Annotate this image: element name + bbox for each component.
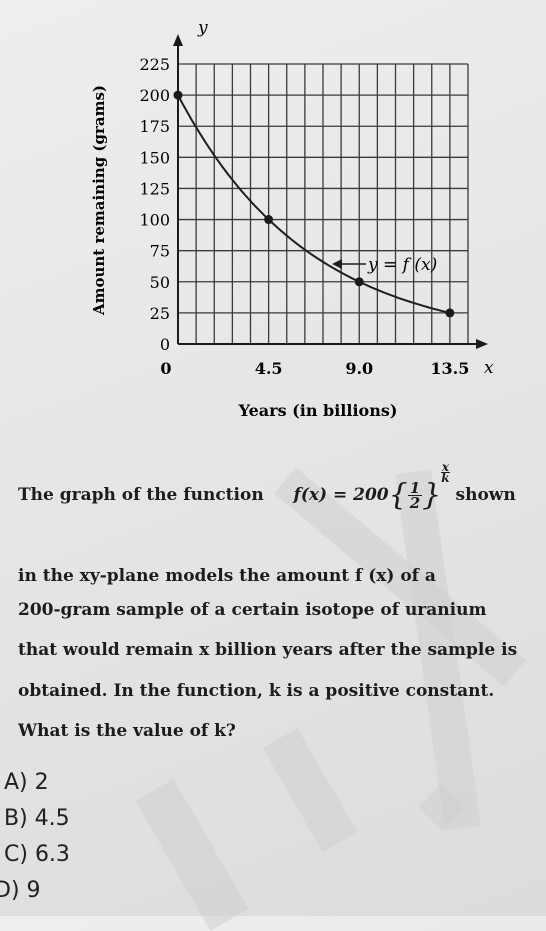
curve-annotation: y = f (x): [367, 255, 437, 275]
option-d[interactable]: D) 9: [0, 878, 41, 903]
annotation-arrow-head: [332, 259, 342, 269]
y-tick-label: 225: [139, 55, 170, 74]
question-line-6: What is the value of k?: [18, 721, 236, 741]
x-axis-arrow: [476, 339, 488, 349]
function-formula: f(x) = 200{1 2} x k: [293, 460, 450, 513]
option-b[interactable]: B) 4.5: [4, 806, 70, 831]
y-axis-arrow: [173, 34, 183, 46]
data-point: [173, 90, 183, 100]
option-c[interactable]: C) 6.3: [4, 842, 70, 867]
question-line-3: 200-gram sample of a certain isotope of …: [18, 600, 487, 620]
y-tick-label: 200: [139, 86, 170, 105]
data-point: [445, 308, 455, 318]
data-point: [354, 277, 364, 287]
x-axis-label: Years (in billions): [238, 401, 398, 420]
decay-chart: 0 25 50 75 100 125 150 175 200 225 0 4.5 9.0 13.5 y x…: [90, 18, 494, 420]
x-tick-label: 13.5: [430, 359, 469, 378]
x-tick-label: 9.0: [345, 359, 373, 378]
y-tick-label: 25: [150, 304, 170, 323]
y-tick-label: 175: [139, 117, 170, 136]
y-tick-label: 0: [160, 335, 170, 354]
decay-curve: [177, 94, 451, 314]
question-line-1: The graph of the function f(x) = 200{1 2}…: [18, 460, 516, 513]
watermark-stroke: [135, 779, 249, 931]
x-tick-label: 4.5: [255, 359, 283, 378]
chart-axes: [173, 34, 488, 349]
y-axis-symbol: y: [197, 18, 208, 38]
option-a[interactable]: A) 2: [4, 770, 49, 795]
data-points: [173, 90, 455, 318]
y-tick-label: 125: [139, 179, 170, 198]
chart-grid: [178, 63, 469, 344]
y-tick-label: 150: [139, 148, 170, 167]
y-tick-label: 75: [150, 242, 170, 261]
y-axis-label: Amount remaining (grams): [90, 85, 108, 316]
question-line-5: obtained. In the function, k is a positi…: [18, 681, 495, 701]
x-axis-symbol: x: [484, 358, 494, 378]
chart-ticks: 0 25 50 75 100 125 150 175 200 225 0 4.5 9.0 13.5: [139, 55, 469, 378]
question-line-2: in the xy-plane models the amount f (x) …: [18, 566, 436, 586]
y-tick-label: 50: [150, 273, 170, 292]
x-tick-label: 0: [160, 359, 171, 378]
watermark-stroke: [262, 728, 358, 852]
y-tick-label: 100: [139, 211, 170, 230]
question-line-4: that would remain x billion years after …: [18, 640, 518, 660]
data-point: [264, 215, 274, 225]
